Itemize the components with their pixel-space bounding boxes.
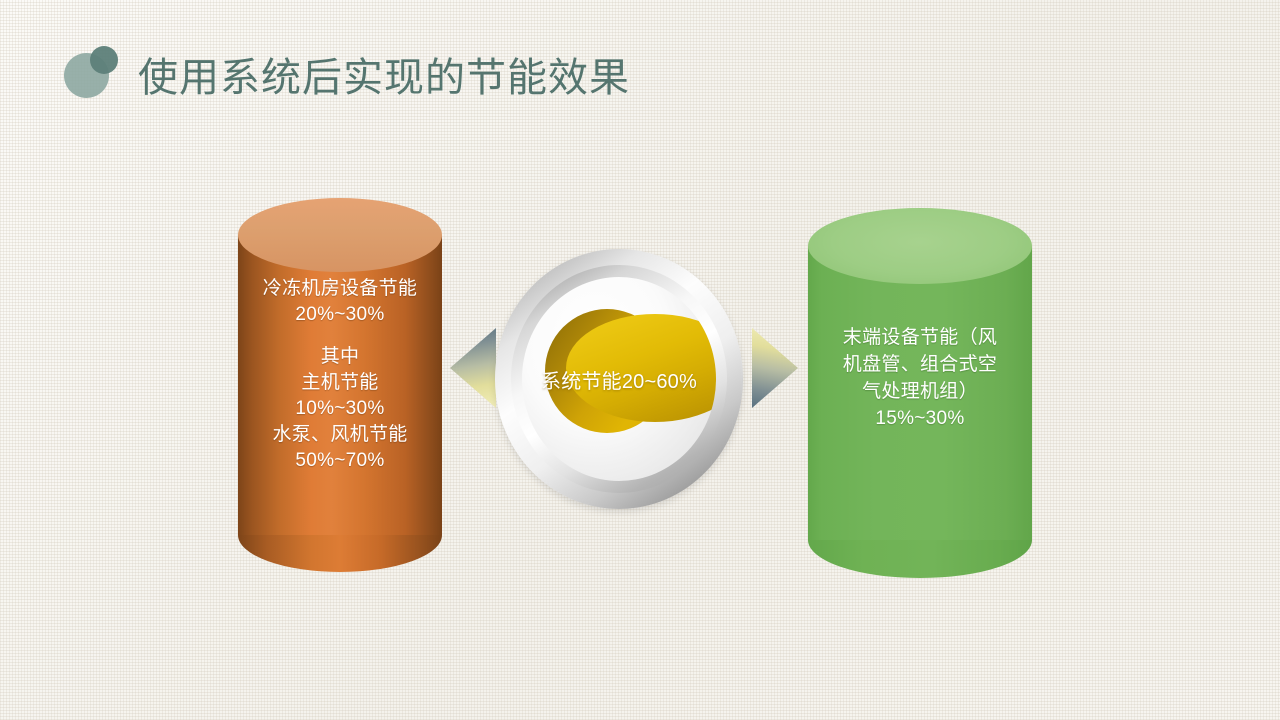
- left-cylinder-text: 冷冻机房设备节能 20%~30% 其中 主机节能 10%~30% 水泵、风机节能…: [238, 276, 442, 474]
- left-cylinder-line-4: 主机节能: [301, 372, 379, 393]
- right-cylinder-line-4: 15%~30%: [875, 408, 965, 429]
- right-cylinder-line-3: 气处理机组）: [862, 381, 978, 402]
- logo-small-circle-icon: [90, 46, 118, 74]
- right-cylinder-top: [808, 208, 1032, 284]
- left-cylinder-line-1: 冷冻机房设备节能: [262, 278, 418, 299]
- page-title: 使用系统后实现的节能效果: [138, 56, 630, 100]
- right-cylinder-body: [808, 246, 1032, 540]
- right-cylinder-line-1: 末端设备节能（风: [842, 327, 998, 348]
- left-cylinder-body: [238, 235, 442, 535]
- left-cylinder-top: [238, 198, 442, 272]
- left-cylinder-spacer: [238, 328, 442, 344]
- emblem-gold-ellipse: [566, 314, 716, 422]
- right-cylinder-line-2: 机盘管、组合式空: [842, 354, 998, 375]
- left-cylinder-line-7: 50%~70%: [295, 450, 385, 471]
- logo-circles-icon: [64, 46, 120, 98]
- left-cylinder-line-3: 其中: [320, 346, 360, 367]
- arrow-right-icon: [752, 328, 798, 408]
- slide-header: 使用系统后实现的节能效果: [0, 0, 1280, 130]
- emblem-label: 系统节能20~60%: [541, 371, 697, 393]
- right-cylinder: 末端设备节能（风 机盘管、组合式空 气处理机组） 15%~30%: [808, 208, 1032, 580]
- emblem-face: [522, 277, 716, 481]
- left-cylinder: 冷冻机房设备节能 20%~30% 其中 主机节能 10%~30% 水泵、风机节能…: [238, 198, 442, 572]
- center-emblem: 系统节能20~60%: [490, 243, 748, 515]
- left-cylinder-line-5: 10%~30%: [295, 398, 385, 419]
- left-cylinder-line-6: 水泵、风机节能: [272, 424, 408, 445]
- left-cylinder-line-2: 20%~30%: [295, 304, 385, 325]
- right-cylinder-text: 末端设备节能（风 机盘管、组合式空 气处理机组） 15%~30%: [808, 324, 1032, 432]
